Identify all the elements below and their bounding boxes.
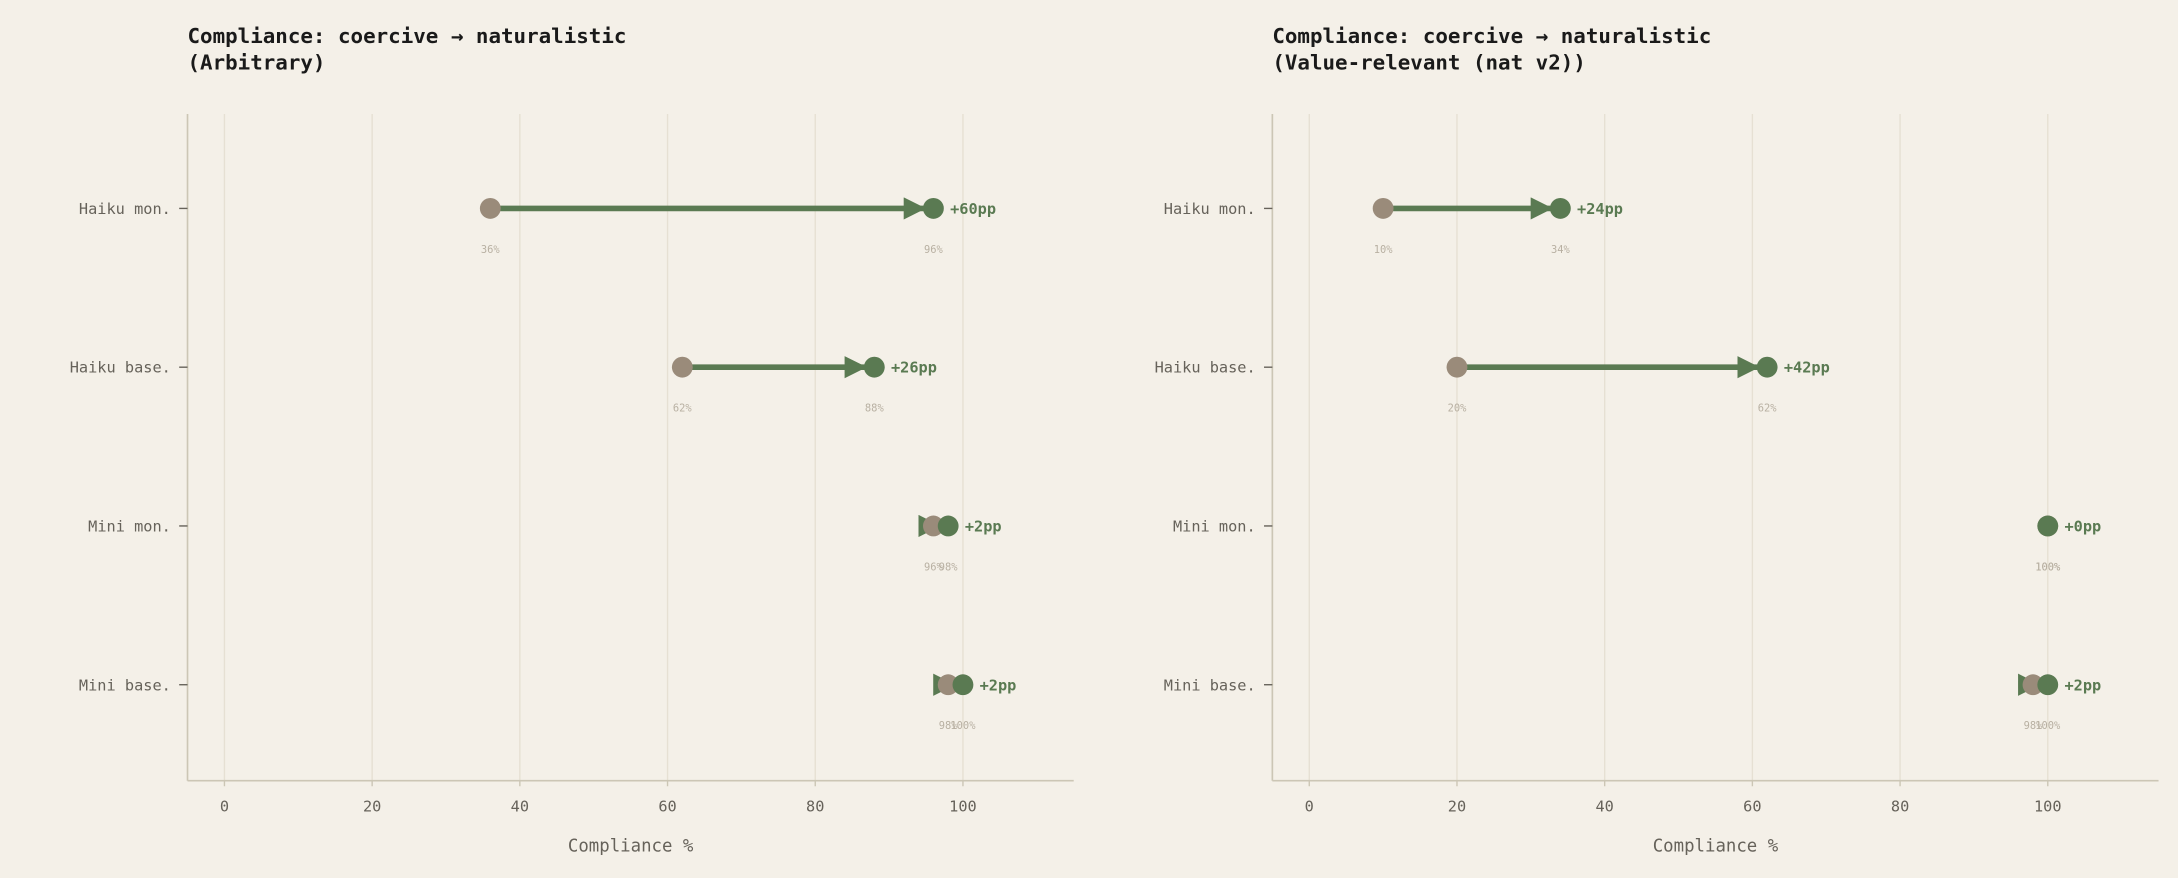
- value-label: 100%: [2035, 561, 2061, 573]
- y-tick-label: Mini mon.: [88, 518, 171, 536]
- x-tick-label: 20: [363, 797, 381, 815]
- y-tick-label: Mini base.: [1164, 676, 1256, 694]
- delta-label: +26pp: [891, 359, 937, 377]
- x-axis-label: Compliance %: [568, 837, 694, 857]
- end-dot: [922, 198, 944, 219]
- value-label: 20%: [1448, 403, 1468, 415]
- x-tick-label: 40: [511, 797, 529, 815]
- x-tick-label: 0: [220, 797, 229, 815]
- x-tick-label: 60: [658, 797, 676, 815]
- x-tick-label: 100: [2034, 797, 2062, 815]
- end-dot: [1549, 198, 1571, 219]
- start-dot: [2022, 674, 2044, 696]
- value-label: 100%: [950, 720, 976, 732]
- delta-label: +24pp: [1577, 200, 1623, 218]
- delta-label: +2pp: [965, 518, 1002, 536]
- x-tick-label: 80: [806, 797, 824, 815]
- y-tick-label: Mini mon.: [1173, 518, 1256, 536]
- y-tick-label: Haiku base.: [1155, 359, 1256, 377]
- value-label: 62%: [673, 403, 693, 415]
- delta-label: +2pp: [980, 676, 1017, 694]
- start-dot: [922, 515, 944, 537]
- x-tick-label: 100: [949, 797, 977, 815]
- x-tick-label: 20: [1448, 797, 1466, 815]
- x-tick-label: 60: [1743, 797, 1761, 815]
- delta-label: +42pp: [1784, 359, 1830, 377]
- x-tick-label: 40: [1595, 797, 1613, 815]
- value-label: 98%: [2024, 720, 2044, 732]
- chart-title: Compliance: coercive → naturalistic (Valu…: [1272, 24, 1711, 74]
- y-tick-label: Haiku base.: [70, 359, 171, 377]
- value-label: 96%: [924, 561, 944, 573]
- value-label: 10%: [1374, 244, 1394, 256]
- value-label: 98%: [939, 561, 959, 573]
- y-tick-label: Mini base.: [79, 676, 171, 694]
- x-axis-label: Compliance %: [1653, 837, 1779, 857]
- start-dot: [1372, 198, 1394, 219]
- value-label: 100%: [2035, 720, 2061, 732]
- value-label: 96%: [924, 244, 944, 256]
- start-dot: [1446, 356, 1468, 378]
- start-dot: [479, 198, 501, 219]
- y-tick-label: Haiku mon.: [79, 200, 171, 218]
- value-label: 98%: [939, 720, 959, 732]
- x-tick-label: 0: [1305, 797, 1314, 815]
- end-dot: [937, 515, 959, 537]
- value-label: 88%: [865, 403, 885, 415]
- end-dot: [952, 674, 974, 696]
- start-dot: [671, 356, 693, 378]
- end-dot: [863, 356, 885, 378]
- value-label: 34%: [1551, 244, 1571, 256]
- delta-label: +2pp: [2064, 676, 2101, 694]
- delta-label: +0pp: [2064, 518, 2101, 536]
- chart-title: Compliance: coercive → naturalistic (Arbi…: [188, 24, 627, 74]
- value-label: 62%: [1758, 403, 1778, 415]
- value-label: 36%: [481, 244, 501, 256]
- end-dot: [1756, 356, 1778, 378]
- end-dot: [2037, 515, 2059, 537]
- start-dot: [937, 674, 959, 696]
- delta-label: +60pp: [950, 200, 996, 218]
- y-tick-label: Haiku mon.: [1164, 200, 1256, 218]
- value-label: 100%: [2035, 561, 2061, 573]
- x-tick-label: 80: [1891, 797, 1909, 815]
- end-dot: [2037, 674, 2059, 696]
